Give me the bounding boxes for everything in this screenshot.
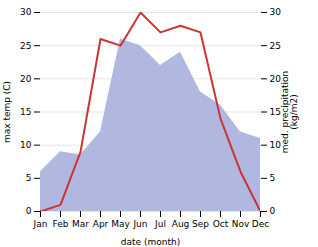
svg-text:Aug: Aug [172,219,190,229]
svg-text:0: 0 [270,206,276,216]
svg-text:Oct: Oct [213,219,229,229]
svg-text:25: 25 [270,41,281,51]
svg-text:Jan: Jan [33,219,48,229]
svg-text:5: 5 [26,173,32,183]
svg-text:date (month): date (month) [121,237,180,247]
svg-text:Nov: Nov [232,219,250,229]
svg-text:15: 15 [20,107,31,117]
svg-text:0: 0 [26,206,32,216]
svg-text:10: 10 [20,140,32,150]
svg-text:Jun: Jun [132,219,147,229]
svg-text:10: 10 [269,140,281,150]
svg-text:30: 30 [270,7,282,17]
svg-text:Dec: Dec [252,219,269,229]
svg-text:Mar: Mar [72,219,89,229]
svg-text:max temp (C): max temp (C) [2,81,12,143]
svg-text:med. precipitation(kg/m2): med. precipitation(kg/m2) [280,71,299,153]
svg-text:30: 30 [20,7,32,17]
svg-text:Apr: Apr [93,219,109,229]
svg-text:May: May [111,219,130,229]
svg-text:25: 25 [20,41,31,51]
svg-text:20: 20 [269,73,281,84]
svg-text:15: 15 [269,106,281,117]
svg-text:Jul: Jul [154,219,166,229]
svg-text:Sep: Sep [192,219,209,229]
svg-text:5: 5 [270,173,276,183]
svg-text:20: 20 [20,74,32,84]
svg-text:Feb: Feb [53,219,69,229]
